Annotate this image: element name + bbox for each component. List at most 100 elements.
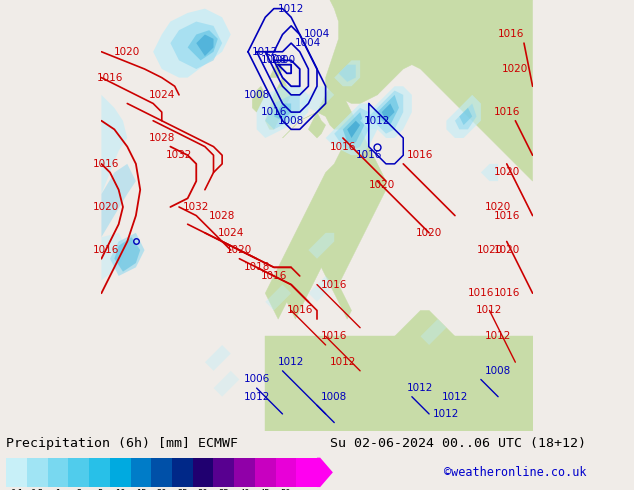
Polygon shape <box>274 103 291 121</box>
Text: 1006: 1006 <box>243 374 269 385</box>
Polygon shape <box>420 319 446 345</box>
Bar <box>255 458 276 487</box>
Text: 1008: 1008 <box>278 116 304 126</box>
Polygon shape <box>446 95 481 138</box>
Text: 1016: 1016 <box>321 331 347 342</box>
Text: 1008: 1008 <box>261 55 287 65</box>
Text: 1016: 1016 <box>493 107 520 117</box>
Polygon shape <box>101 95 127 194</box>
Text: 1004: 1004 <box>304 29 330 40</box>
Text: 1016: 1016 <box>468 288 494 298</box>
Bar <box>276 458 296 487</box>
Text: 1020: 1020 <box>226 245 252 255</box>
Text: 1012: 1012 <box>442 392 468 402</box>
Polygon shape <box>334 108 369 151</box>
Text: 1016: 1016 <box>498 29 524 40</box>
Text: 1020: 1020 <box>114 47 140 57</box>
Polygon shape <box>110 233 145 276</box>
Text: 1016: 1016 <box>493 288 520 298</box>
Bar <box>6 458 27 487</box>
Polygon shape <box>339 65 356 82</box>
Polygon shape <box>153 9 231 77</box>
Polygon shape <box>265 77 386 319</box>
Text: 1024: 1024 <box>148 90 175 100</box>
Polygon shape <box>114 237 140 271</box>
Polygon shape <box>472 336 533 431</box>
Bar <box>214 458 234 487</box>
Text: 1016: 1016 <box>93 245 119 255</box>
Polygon shape <box>171 22 222 69</box>
Bar <box>131 458 152 487</box>
Text: 1012: 1012 <box>278 357 304 367</box>
Text: 1028: 1028 <box>209 211 235 220</box>
Text: 1008: 1008 <box>485 366 511 376</box>
Text: 1012: 1012 <box>330 357 356 367</box>
Polygon shape <box>265 95 300 129</box>
Text: 1020: 1020 <box>494 245 520 255</box>
Polygon shape <box>334 60 360 86</box>
Polygon shape <box>343 0 533 181</box>
Text: 1012: 1012 <box>485 331 511 342</box>
Text: 1016: 1016 <box>407 150 434 160</box>
Polygon shape <box>308 233 334 259</box>
Text: 1008: 1008 <box>321 392 347 402</box>
Bar <box>172 458 193 487</box>
Text: 1012: 1012 <box>364 116 391 126</box>
Text: 1016: 1016 <box>493 211 520 220</box>
Polygon shape <box>205 345 231 371</box>
Polygon shape <box>343 112 365 142</box>
Polygon shape <box>394 311 463 379</box>
Polygon shape <box>360 86 412 138</box>
Bar <box>110 458 131 487</box>
Text: 1008: 1008 <box>243 90 269 100</box>
Polygon shape <box>382 103 394 121</box>
Polygon shape <box>269 60 283 77</box>
Text: 1016: 1016 <box>261 107 287 117</box>
Text: 1020: 1020 <box>476 245 503 255</box>
Text: 1020: 1020 <box>502 64 529 74</box>
Text: 1016: 1016 <box>261 271 287 281</box>
Polygon shape <box>101 233 127 280</box>
Text: 1016: 1016 <box>93 159 119 169</box>
Text: ©weatheronline.co.uk: ©weatheronline.co.uk <box>444 466 586 479</box>
Text: 1024: 1024 <box>217 228 244 238</box>
Polygon shape <box>481 164 498 181</box>
Text: 1016: 1016 <box>321 280 347 290</box>
Text: 1032: 1032 <box>183 202 209 212</box>
Text: 1012: 1012 <box>278 3 304 14</box>
Text: 1032: 1032 <box>166 150 192 160</box>
Bar <box>234 458 255 487</box>
Text: 1016: 1016 <box>330 142 356 151</box>
Polygon shape <box>308 276 334 302</box>
Text: 1012: 1012 <box>433 409 460 419</box>
Polygon shape <box>377 95 399 125</box>
Bar <box>89 458 110 487</box>
Text: 1012: 1012 <box>252 47 278 57</box>
Bar <box>193 458 214 487</box>
Polygon shape <box>369 91 403 134</box>
Text: Precipitation (6h) [mm] ECMWF: Precipitation (6h) [mm] ECMWF <box>6 437 238 450</box>
Text: 1016: 1016 <box>97 73 123 83</box>
Polygon shape <box>257 86 308 138</box>
Polygon shape <box>326 103 377 155</box>
Text: 1020: 1020 <box>494 168 520 177</box>
Polygon shape <box>326 0 391 103</box>
Text: 1020: 1020 <box>368 180 395 191</box>
Text: 1020: 1020 <box>93 202 119 212</box>
Bar <box>68 458 89 487</box>
Polygon shape <box>300 86 334 112</box>
Text: 1012: 1012 <box>407 383 434 393</box>
Polygon shape <box>308 112 326 138</box>
Polygon shape <box>197 34 214 56</box>
Polygon shape <box>252 86 265 112</box>
Text: 1012: 1012 <box>476 305 503 316</box>
Polygon shape <box>265 336 472 431</box>
Text: 1020: 1020 <box>416 228 443 238</box>
Text: 1020: 1020 <box>485 202 511 212</box>
Polygon shape <box>188 30 218 60</box>
Polygon shape <box>265 77 291 129</box>
Polygon shape <box>265 285 291 311</box>
Text: 1004: 1004 <box>295 38 321 48</box>
Text: 1016: 1016 <box>287 305 313 316</box>
Polygon shape <box>214 371 240 397</box>
